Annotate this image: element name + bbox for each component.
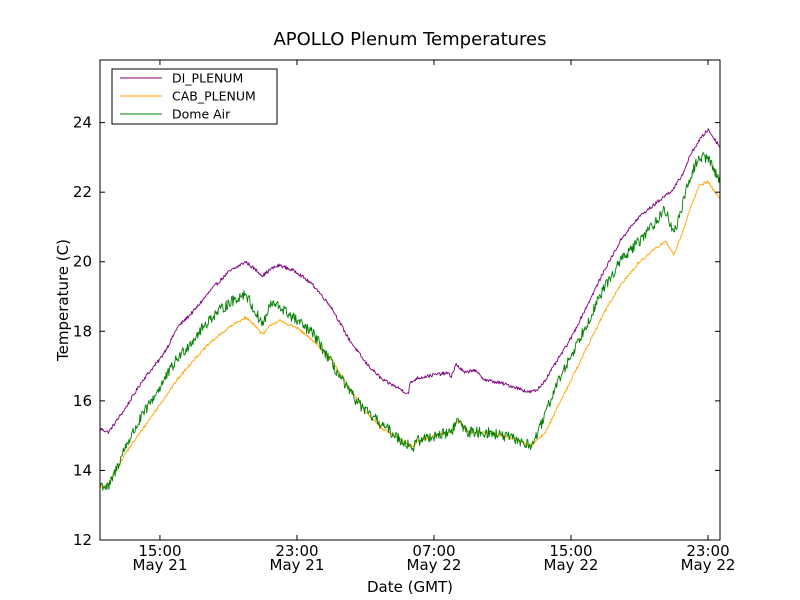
x-tick-label-date: May 22 xyxy=(681,556,736,574)
y-tick-label: 24 xyxy=(73,114,92,132)
y-tick-label: 16 xyxy=(73,392,92,410)
series-line-di-plenum xyxy=(99,128,721,435)
x-tick-label-time: 15:00 xyxy=(549,542,592,560)
y-tick-label: 12 xyxy=(73,531,92,549)
legend-entries: DI_PLENUM CAB_PLENUM Dome Air xyxy=(120,71,256,122)
series-layer xyxy=(99,128,721,491)
series-line-dome-air xyxy=(99,152,721,491)
legend-label: DI_PLENUM xyxy=(172,71,243,86)
x-tick-label-time: 23:00 xyxy=(686,542,729,560)
legend: DI_PLENUM CAB_PLENUM Dome Air xyxy=(111,68,278,125)
x-tick-label-time: 23:00 xyxy=(275,542,318,560)
chart-title: APOLLO Plenum Temperatures xyxy=(273,29,546,50)
x-tick-label-date: May 21 xyxy=(133,556,188,574)
x-tick-label-time: 07:00 xyxy=(412,542,455,560)
y-tick-label: 20 xyxy=(73,253,92,271)
y-axis-label: Temperature (C) xyxy=(54,239,72,362)
plot-frame xyxy=(99,59,721,541)
x-tick-label-date: May 22 xyxy=(544,556,599,574)
x-tick-label-time: 15:00 xyxy=(138,542,181,560)
y-tick-label: 18 xyxy=(73,322,92,340)
x-axis-label: Date (GMT) xyxy=(367,578,453,596)
y-tick-label: 14 xyxy=(73,461,92,479)
x-tick-label-date: May 21 xyxy=(270,556,325,574)
legend-label: Dome Air xyxy=(172,107,231,122)
series-line-cab-plenum xyxy=(99,180,721,490)
x-tick-label-date: May 22 xyxy=(407,556,462,574)
y-tick-label: 22 xyxy=(73,183,92,201)
legend-label: CAB_PLENUM xyxy=(172,89,256,104)
